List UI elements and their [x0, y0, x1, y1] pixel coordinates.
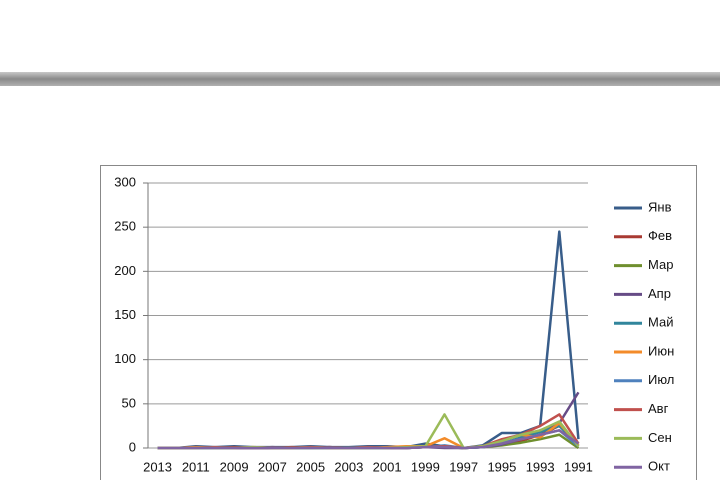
x-tick-label: 1999	[411, 459, 440, 474]
x-tick-label: 2005	[296, 459, 325, 474]
y-tick-label: 0	[129, 439, 136, 454]
legend-label: Апр	[648, 286, 671, 301]
x-tick-label: 2007	[258, 459, 287, 474]
chart-frame	[100, 165, 697, 480]
x-tick-label: 1991	[564, 459, 593, 474]
legend-label: Янв	[648, 199, 672, 214]
y-tick-label: 50	[122, 395, 136, 410]
x-tick-label: 1993	[526, 459, 555, 474]
x-tick-label: 1997	[449, 459, 478, 474]
legend-label: Окт	[648, 459, 670, 474]
legend-label: Июл	[648, 372, 674, 387]
legend-label: Авг	[648, 401, 669, 416]
x-tick-label: 2013	[143, 459, 172, 474]
legend-label: Мар	[648, 257, 673, 272]
x-tick-label: 2009	[220, 459, 249, 474]
x-tick-label: 1995	[487, 459, 516, 474]
legend-label: Май	[648, 315, 673, 330]
y-tick-label: 200	[114, 263, 136, 278]
y-tick-label: 100	[114, 351, 136, 366]
y-tick-label: 150	[114, 307, 136, 322]
y-tick-label: 300	[114, 174, 136, 189]
y-tick-label: 250	[114, 219, 136, 234]
legend-label: Сен	[648, 430, 672, 445]
x-tick-label: 2003	[334, 459, 363, 474]
series-line	[157, 429, 580, 450]
x-tick-label: 2001	[373, 459, 402, 474]
chart: 0 50 100 150 200 250 300 2013 2011 2009 2007 2005 20…	[114, 174, 674, 474]
legend-label: Фев	[648, 228, 672, 243]
legend-label: Июн	[648, 343, 674, 358]
separator-bar	[0, 72, 720, 86]
x-tick-label: 2011	[182, 459, 210, 474]
